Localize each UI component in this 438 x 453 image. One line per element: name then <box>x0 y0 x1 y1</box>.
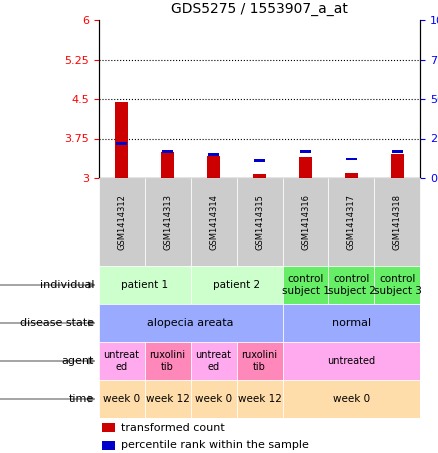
Text: ruxolini
tib: ruxolini tib <box>149 350 186 372</box>
Bar <box>346 158 357 160</box>
Bar <box>253 174 266 178</box>
Bar <box>392 149 403 153</box>
Bar <box>161 152 174 178</box>
Bar <box>328 178 374 266</box>
Bar <box>191 178 237 266</box>
Bar <box>237 380 283 418</box>
Text: GSM1414317: GSM1414317 <box>347 194 356 250</box>
Text: GSM1414312: GSM1414312 <box>117 194 126 250</box>
Bar <box>145 342 191 380</box>
Text: untreat
ed: untreat ed <box>195 350 232 372</box>
Bar <box>300 149 311 153</box>
Text: week 12: week 12 <box>237 394 282 404</box>
Text: transformed count: transformed count <box>121 423 225 433</box>
Text: untreated: untreated <box>328 356 375 366</box>
Text: week 0: week 0 <box>195 394 232 404</box>
Text: GSM1414318: GSM1414318 <box>393 194 402 250</box>
Text: patient 1: patient 1 <box>121 280 168 290</box>
Text: GSM1414315: GSM1414315 <box>255 194 264 250</box>
Bar <box>102 441 115 449</box>
Text: patient 2: patient 2 <box>213 280 260 290</box>
Bar <box>145 178 191 266</box>
Text: week 0: week 0 <box>103 394 140 404</box>
Bar <box>99 304 283 342</box>
Text: alopecia areata: alopecia areata <box>147 318 234 328</box>
Text: week 0: week 0 <box>333 394 370 404</box>
Bar <box>237 342 283 380</box>
Text: week 12: week 12 <box>145 394 190 404</box>
Text: GSM1414316: GSM1414316 <box>301 194 310 250</box>
Text: control
subject 2: control subject 2 <box>328 274 375 296</box>
Bar <box>145 380 191 418</box>
Bar <box>191 266 283 304</box>
Bar <box>99 342 145 380</box>
Text: agent: agent <box>62 356 94 366</box>
Bar <box>99 380 145 418</box>
Bar <box>283 342 420 380</box>
Bar <box>117 142 127 145</box>
Bar <box>283 266 328 304</box>
Bar <box>99 266 191 304</box>
Text: normal: normal <box>332 318 371 328</box>
Bar <box>237 178 283 266</box>
Text: control
subject 1: control subject 1 <box>282 274 329 296</box>
Bar <box>191 380 237 418</box>
Bar <box>115 101 128 178</box>
Bar <box>345 173 358 178</box>
Text: time: time <box>69 394 94 404</box>
Bar <box>208 153 219 156</box>
Bar <box>299 157 312 178</box>
Bar <box>162 149 173 153</box>
Text: disease state: disease state <box>20 318 94 328</box>
Bar <box>283 304 420 342</box>
Bar <box>283 178 328 266</box>
Text: GSM1414314: GSM1414314 <box>209 194 218 250</box>
Bar <box>207 156 220 178</box>
Bar <box>374 178 420 266</box>
Bar <box>283 380 420 418</box>
Title: GDS5275 / 1553907_a_at: GDS5275 / 1553907_a_at <box>171 2 348 16</box>
Bar <box>99 178 145 266</box>
Text: control
subject 3: control subject 3 <box>374 274 421 296</box>
Text: percentile rank within the sample: percentile rank within the sample <box>121 440 309 450</box>
Text: GSM1414313: GSM1414313 <box>163 194 172 250</box>
Text: untreat
ed: untreat ed <box>103 350 140 372</box>
Text: individual: individual <box>40 280 94 290</box>
Bar <box>328 266 374 304</box>
Bar <box>102 423 115 432</box>
Text: ruxolini
tib: ruxolini tib <box>241 350 278 372</box>
Bar <box>191 342 237 380</box>
Bar <box>374 266 420 304</box>
Bar <box>391 154 404 178</box>
Bar <box>254 159 265 162</box>
